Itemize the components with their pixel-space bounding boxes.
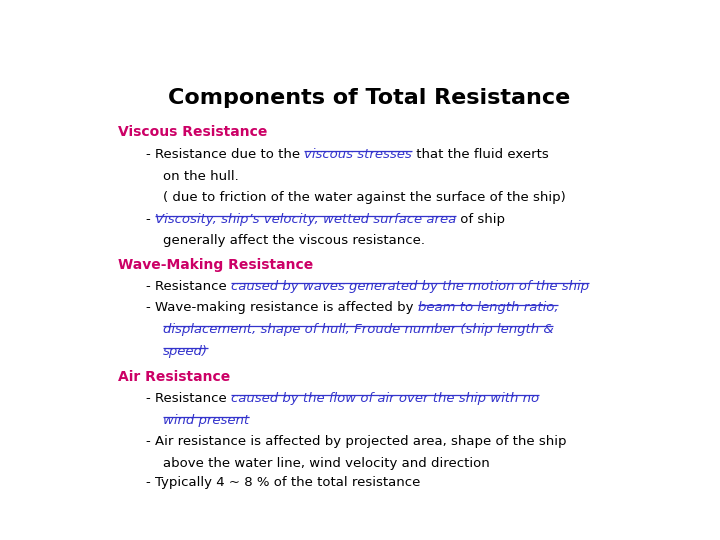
Text: -: - [145, 213, 155, 226]
Text: Viscosity, ship’s velocity, wetted surface area: Viscosity, ship’s velocity, wetted surfa… [155, 213, 456, 226]
Text: - Resistance: - Resistance [145, 280, 231, 293]
Text: that the fluid exerts: that the fluid exerts [412, 148, 549, 161]
Text: Air Resistance: Air Resistance [118, 370, 230, 384]
Text: wind present: wind present [163, 414, 248, 427]
Text: above the water line, wind velocity and direction: above the water line, wind velocity and … [163, 457, 490, 470]
Text: beam to length ratio,: beam to length ratio, [418, 301, 558, 314]
Text: ( due to friction of the water against the surface of the ship): ( due to friction of the water against t… [163, 191, 565, 204]
Text: Components of Total Resistance: Components of Total Resistance [168, 87, 570, 107]
Text: viscous stresses: viscous stresses [304, 148, 412, 161]
Text: caused by waves generated by the motion of the ship: caused by waves generated by the motion … [231, 280, 589, 293]
Text: - Typically 4 ~ 8 % of the total resistance: - Typically 4 ~ 8 % of the total resista… [145, 476, 420, 489]
Text: caused by the flow of air over the ship with no: caused by the flow of air over the ship … [231, 392, 539, 405]
Text: - Air resistance is affected by projected area, shape of the ship: - Air resistance is affected by projecte… [145, 435, 567, 448]
Text: displacement, shape of hull, Froude number (ship length &: displacement, shape of hull, Froude numb… [163, 323, 553, 336]
Text: speed): speed) [163, 345, 207, 357]
Text: - Wave-making resistance is affected by: - Wave-making resistance is affected by [145, 301, 418, 314]
Text: Viscous Resistance: Viscous Resistance [118, 125, 267, 139]
Text: Wave-Making Resistance: Wave-Making Resistance [118, 258, 313, 272]
Text: on the hull.: on the hull. [163, 170, 238, 183]
Text: of ship: of ship [456, 213, 505, 226]
Text: - Resistance: - Resistance [145, 392, 231, 405]
Text: generally affect the viscous resistance.: generally affect the viscous resistance. [163, 234, 425, 247]
Text: - Resistance due to the: - Resistance due to the [145, 148, 304, 161]
